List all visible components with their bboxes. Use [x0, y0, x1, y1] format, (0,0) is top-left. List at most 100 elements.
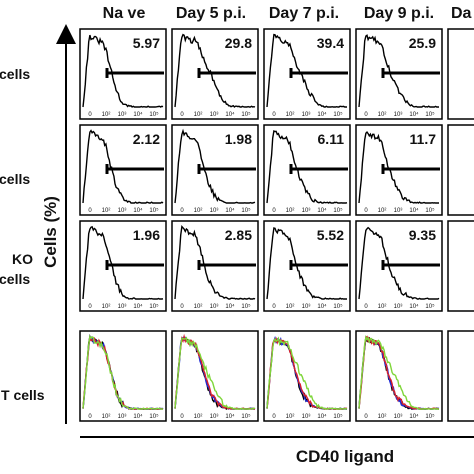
gate-percentage-r1-c1: 1.98 [225, 131, 252, 147]
row-label-4: T cells [1, 387, 45, 403]
histogram-panel-r2-c4 [447, 220, 474, 312]
x-tick-label-r1-c3-3: 10⁴ [409, 207, 419, 214]
gate-percentage-r0-c2: 39.4 [317, 35, 344, 51]
x-tick-label-r3-c0-2: 10³ [118, 414, 127, 420]
x-tick-label-r1-c0-4: 10⁵ [149, 207, 159, 214]
x-tick-label-r1-c0-3: 10⁴ [133, 207, 143, 214]
x-tick-label-r1-c1-0: 0 [180, 208, 184, 214]
x-tick-label-r1-c1-4: 10⁵ [241, 207, 251, 214]
x-tick-label-r0-c1-1: 10² [194, 112, 203, 118]
x-tick-label-r0-c2-0: 0 [272, 112, 276, 118]
x-tick-label-r3-c2-4: 10⁵ [333, 413, 343, 420]
x-tick-label-r3-c3-1: 10² [378, 414, 387, 420]
x-tick-label-r1-c0-0: 0 [88, 208, 92, 214]
x-tick-label-r2-c3-2: 10³ [394, 304, 403, 310]
x-tick-label-r0-c0-4: 10⁵ [149, 111, 159, 118]
overlay-trace-c0-3 [82, 334, 163, 410]
x-tick-label-r3-c0-4: 10⁵ [149, 413, 159, 420]
x-tick-label-r0-c3-4: 10⁵ [425, 111, 435, 118]
column-header-day5: Day 5 p.i. [176, 5, 246, 22]
histogram-trace-r2-c2 [266, 227, 347, 300]
x-tick-label-r1-c3-1: 10² [378, 208, 387, 214]
gate-percentage-r0-c0: 5.97 [133, 35, 160, 51]
x-tick-label-r2-c2-0: 0 [272, 304, 276, 310]
x-tick-label-r2-c3-3: 10⁴ [409, 303, 419, 310]
x-tick-label-r0-c3-1: 10² [378, 112, 387, 118]
histogram-trace-r0-c1 [174, 33, 256, 108]
x-tick-label-r2-c1-3: 10⁴ [225, 303, 235, 310]
gate-percentage-r2-c2: 5.52 [317, 227, 344, 243]
x-tick-label-r1-c2-3: 10⁴ [317, 207, 327, 214]
overlay-trace-c1-3 [174, 336, 256, 410]
x-tick-label-r3-c2-3: 10⁴ [317, 413, 327, 420]
column-header-day-partial: Da [451, 5, 472, 22]
gate-percentage-r1-c3: 11.7 [410, 131, 437, 147]
x-tick-label-r3-c1-0: 0 [180, 414, 184, 420]
gate-percentage-r0-c3: 25.9 [409, 35, 436, 51]
x-tick-label-r1-c2-2: 10³ [302, 208, 311, 214]
x-tick-label-r2-c3-0: 0 [364, 304, 368, 310]
x-tick-label-r3-c2-2: 10³ [302, 414, 311, 420]
x-tick-label-r3-c0-0: 0 [88, 414, 92, 420]
x-tick-label-r1-c2-1: 10² [286, 208, 295, 214]
x-tick-label-r0-c0-2: 10³ [118, 112, 127, 118]
row-label-1: cells [0, 66, 30, 82]
x-tick-label-r1-c1-1: 10² [194, 208, 203, 214]
histogram-panel-r3-c0 [79, 330, 167, 422]
histogram-trace-r0-c2 [266, 33, 347, 108]
x-tick-label-r2-c2-3: 10⁴ [317, 303, 327, 310]
x-tick-label-r3-c1-4: 10⁵ [241, 413, 251, 420]
histogram-panel-r3-c1 [171, 330, 259, 422]
histogram-trace-r1-c2 [266, 129, 348, 204]
histogram-trace-r2-c0 [82, 225, 164, 300]
histogram-trace-r1-c3 [358, 131, 439, 204]
x-tick-label-r1-c3-0: 0 [364, 208, 368, 214]
x-tick-label-r3-c2-0: 0 [272, 414, 276, 420]
x-tick-label-r1-c3-4: 10⁵ [425, 207, 435, 214]
x-tick-label-r3-c3-2: 10³ [394, 414, 403, 420]
x-tick-label-r3-c1-3: 10⁴ [225, 413, 235, 420]
histogram-panel-r3-c3 [355, 330, 443, 422]
gate-percentage-r1-c2: 6.11 [318, 131, 345, 147]
histogram-trace-r2-c1 [174, 225, 256, 300]
x-tick-label-r0-c1-2: 10³ [210, 112, 219, 118]
x-tick-label-r0-c2-3: 10⁴ [317, 111, 327, 118]
y-axis-title: Cells (%) [41, 196, 60, 268]
x-tick-label-r0-c0-3: 10⁴ [133, 111, 143, 118]
x-tick-label-r2-c1-2: 10³ [210, 304, 219, 310]
row-label-2: cells [0, 171, 30, 187]
panel-grid: 0 10² 10³ 10⁴ 10⁵ 5.97 0 10² 10³ 10⁴ 10⁵ 29.8 0 10² 10… [79, 28, 474, 422]
histogram-trace-r2-c3 [358, 226, 440, 300]
x-tick-label-r2-c2-4: 10⁵ [333, 303, 343, 310]
x-tick-label-r0-c3-2: 10³ [394, 112, 403, 118]
x-tick-label-r1-c2-4: 10⁵ [333, 207, 343, 214]
x-tick-label-r2-c0-0: 0 [88, 304, 92, 310]
gate-percentage-r2-c3: 9.35 [409, 227, 436, 243]
column-header-naive: Na ve [103, 5, 146, 22]
histogram-panel-r1-c4 [447, 124, 474, 216]
x-tick-label-r2-c0-3: 10⁴ [133, 303, 143, 310]
histogram-panel-r0-c4 [447, 28, 474, 120]
x-tick-label-r2-c3-4: 10⁵ [425, 303, 435, 310]
x-tick-label-r0-c1-0: 0 [180, 112, 184, 118]
x-tick-label-r1-c1-2: 10³ [210, 208, 219, 214]
x-tick-label-r1-c2-0: 0 [272, 208, 276, 214]
x-tick-label-r3-c2-1: 10² [286, 414, 295, 420]
histogram-panel-r3-c2 [263, 330, 351, 422]
gate-percentage-r0-c1: 29.8 [225, 35, 252, 51]
column-header-day7: Day 7 p.i. [269, 5, 339, 22]
x-tick-label-r1-c0-1: 10² [102, 208, 111, 214]
x-tick-label-r0-c3-0: 0 [364, 112, 368, 118]
x-tick-label-r2-c2-2: 10³ [302, 304, 311, 310]
x-tick-label-r2-c3-1: 10² [378, 304, 387, 310]
x-tick-label-r2-c1-4: 10⁵ [241, 303, 251, 310]
gate-percentage-r2-c1: 2.85 [225, 227, 252, 243]
histogram-trace-r0-c3 [358, 34, 439, 108]
x-tick-label-r0-c1-3: 10⁴ [225, 111, 235, 118]
x-tick-label-r1-c0-2: 10³ [118, 208, 127, 214]
x-tick-label-r3-c3-3: 10⁴ [409, 413, 419, 420]
x-tick-label-r2-c1-0: 0 [180, 304, 184, 310]
x-tick-label-r3-c1-1: 10² [194, 414, 203, 420]
gate-percentage-r2-c0: 1.96 [133, 227, 160, 243]
